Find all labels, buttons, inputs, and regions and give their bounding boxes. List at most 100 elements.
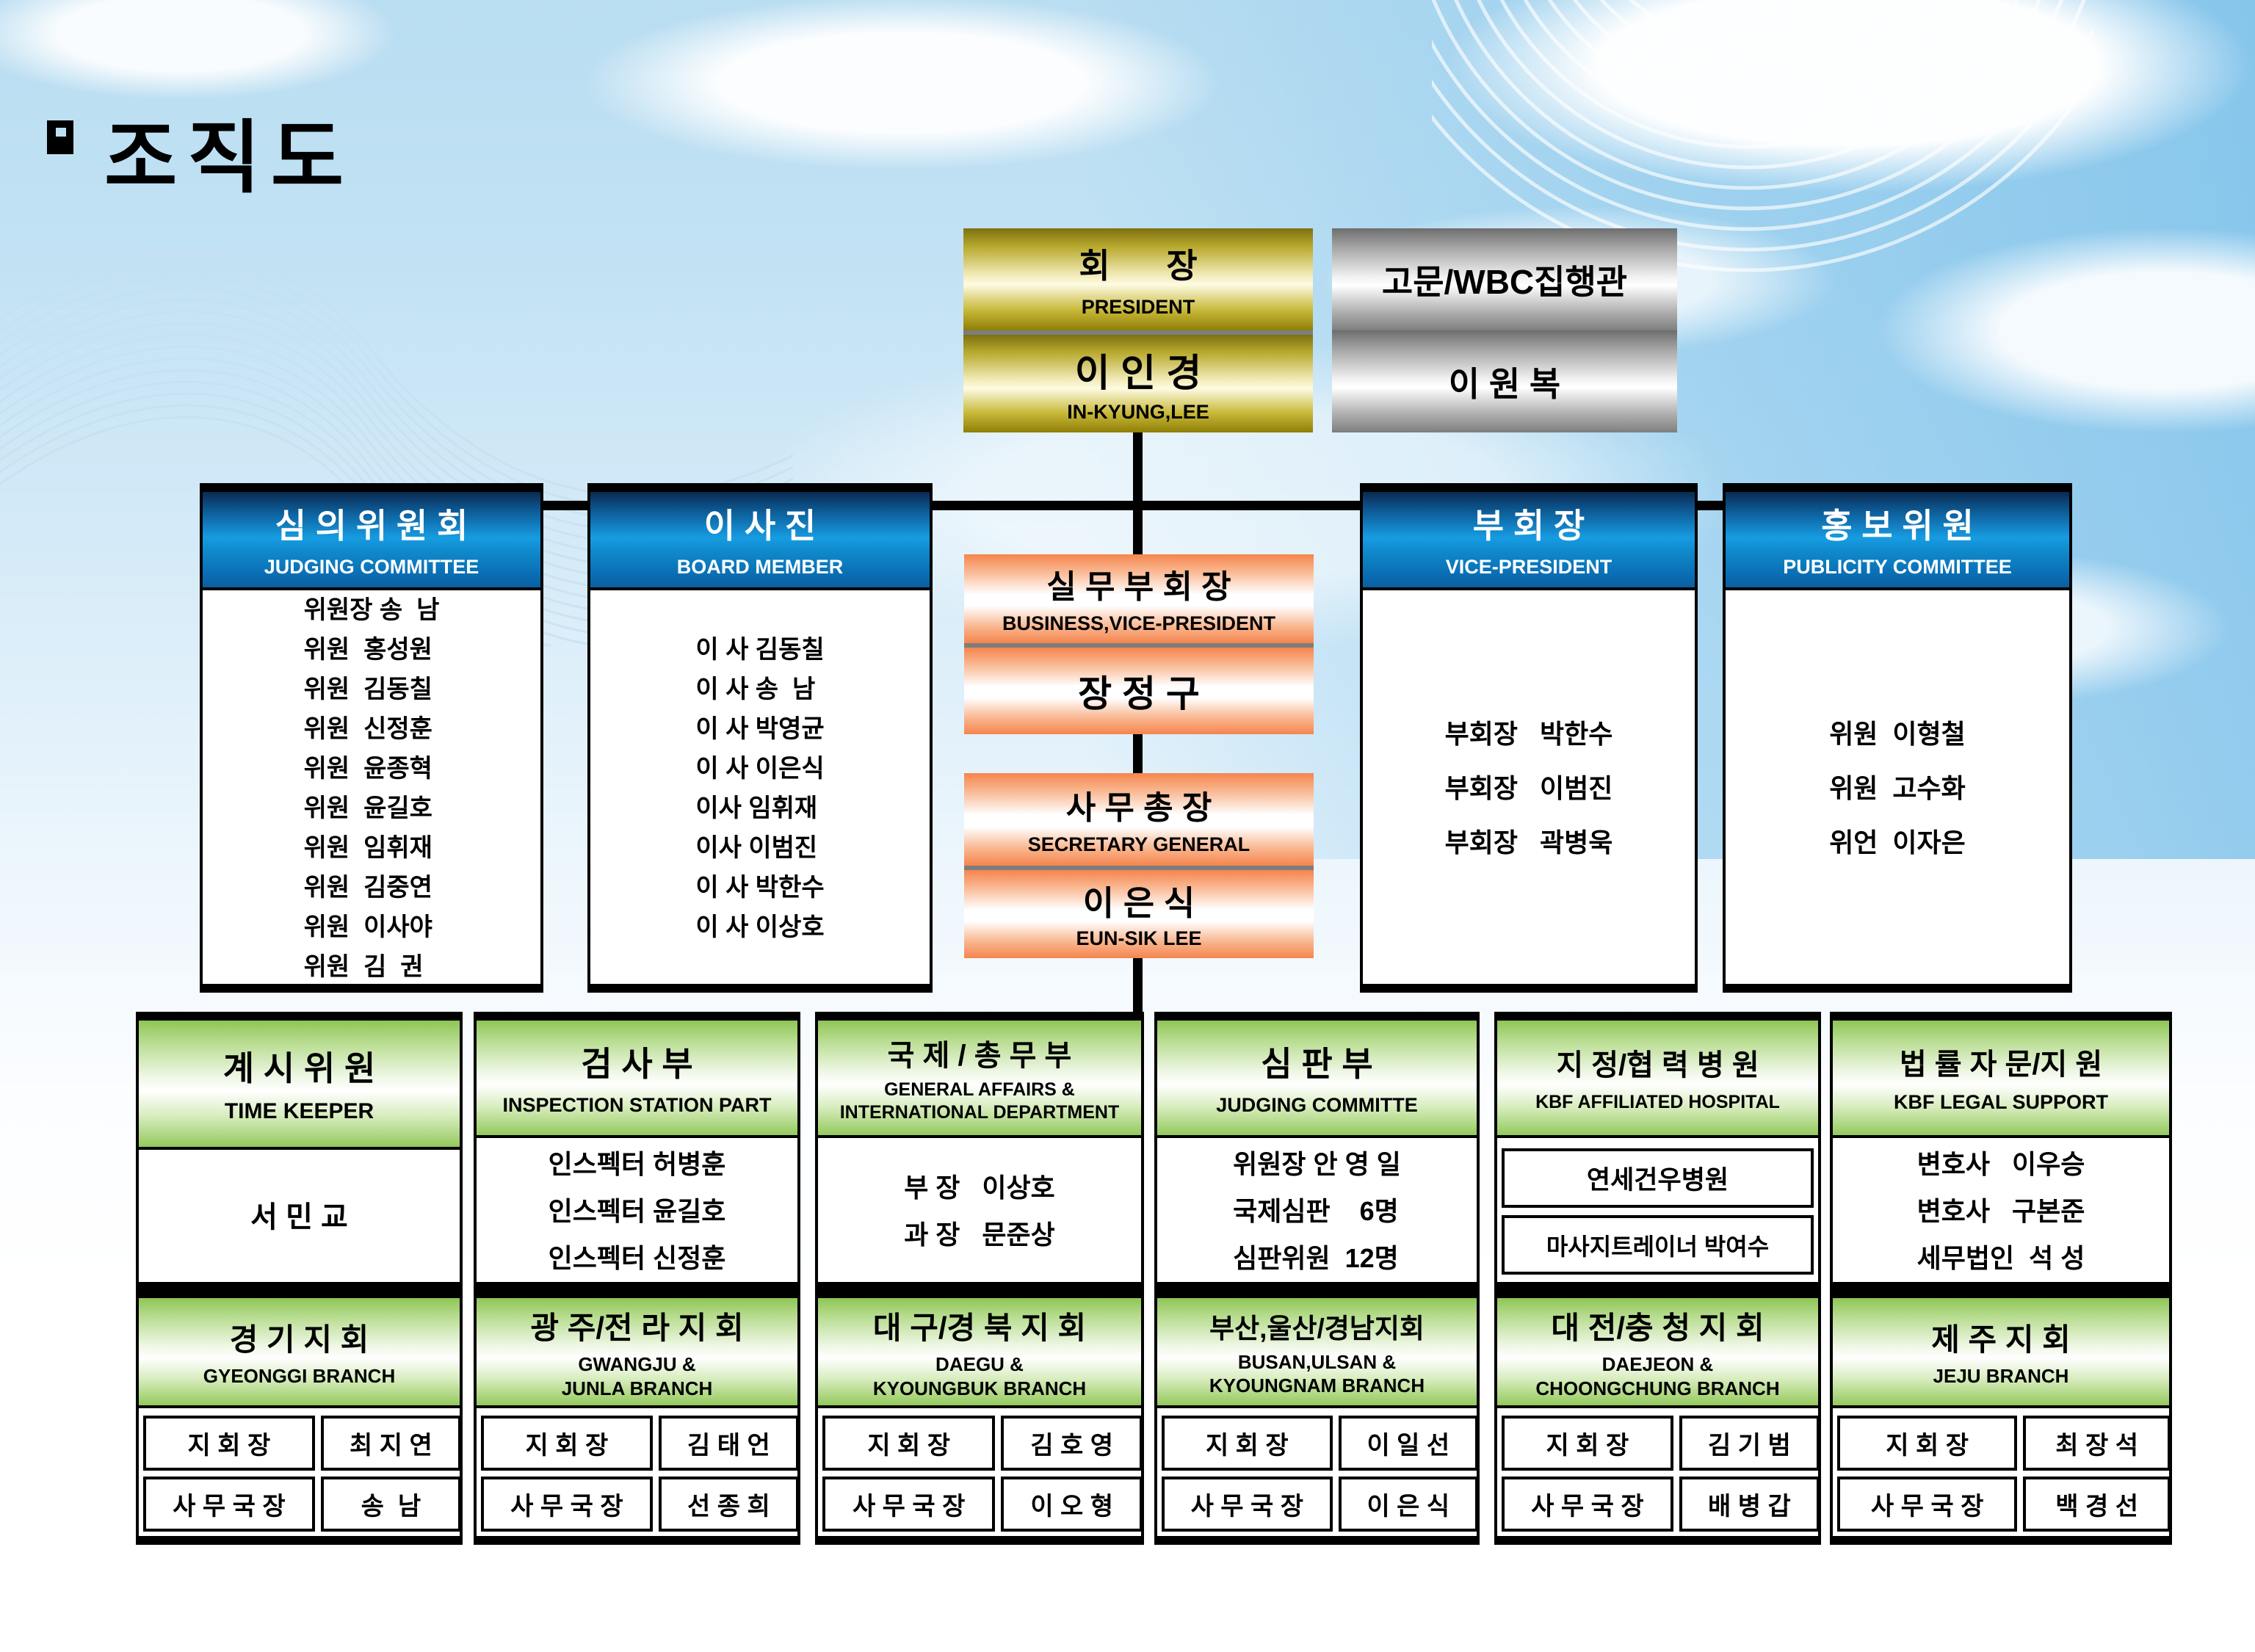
- member-line: 이 사 김동칠: [695, 636, 825, 664]
- member-line: 이 사 박한수: [695, 874, 825, 902]
- branch-role-cell: 지 회 장: [822, 1416, 996, 1471]
- member-line: 위언 이자은: [1829, 827, 1966, 858]
- business-vp-title-ko: 실 무 부 회 장: [1046, 569, 1231, 606]
- time-keeper-title-ko: 계 시 위 원: [222, 1049, 376, 1088]
- member-line: 심판위원 12명: [1233, 1243, 1399, 1273]
- branch-name-cell: 최 장 석: [2023, 1416, 2169, 1471]
- hospital-cell: 마사지트레이너 박여수: [1502, 1215, 1814, 1275]
- branch-role-cell: 사 무 국 장: [481, 1477, 653, 1532]
- general-affairs-box: 국 제 / 총 무 부 GENERAL AFFAIRS & INTERNATIO…: [815, 1018, 1144, 1285]
- member-line: 위원 홍성원: [303, 636, 432, 664]
- business-vp-divider: [964, 642, 1314, 648]
- jeju-branch-box: 제 주 지 회 JEJU BRANCH 지 회 장 최 장 석 사 무 국 장 …: [1830, 1295, 2172, 1539]
- member-line: 세무법인 석 성: [1916, 1243, 2085, 1273]
- member-line: 위원 김 권: [303, 953, 424, 981]
- branch-role-cell: 지 회 장: [1502, 1416, 1673, 1471]
- gyeonggi-branch-title-en: GYEONGGI BRANCH: [203, 1365, 396, 1388]
- advisor-title-cell: 고문/WBC집행관: [1332, 228, 1677, 330]
- affiliated-hospital-box: 지 정/협 력 병 원 KBF AFFILIATED HOSPITAL 연세건우…: [1494, 1018, 1821, 1285]
- member-line: 인스펙터 윤길호: [548, 1196, 726, 1226]
- board-member-title-en: BOARD MEMBER: [676, 556, 844, 579]
- branch-role-cell: 사 무 국 장: [1502, 1477, 1673, 1532]
- member-line: 과 장 문준상: [904, 1220, 1055, 1250]
- inspection-title-ko: 검 사 부: [581, 1045, 693, 1084]
- inspection-header: 검 사 부 INSPECTION STATION PART: [477, 1021, 797, 1138]
- daegu-kyoungbuk-branch-title-en: DAEGU & KYOUNGBUK BRANCH: [872, 1353, 1087, 1399]
- judging-committee-header: 심 의 위 원 회 JUDGING COMMITTEE: [203, 492, 540, 590]
- branch-role-cell: 사 무 국 장: [822, 1477, 996, 1532]
- member-line: 이사 임휘재: [695, 794, 818, 822]
- secretary-general-box: 사 무 총 장 SECRETARY GENERAL 이 은 식 EUN-SIK …: [964, 773, 1314, 958]
- vice-president-box: 부 회 장 VICE-PRESIDENT 부회장 박한수 부회장 이범진 부회장…: [1360, 489, 1698, 987]
- judging-part-box: 심 판 부 JUDGING COMMITTE 위원장 안 영 일 국제심판 6명…: [1154, 1018, 1480, 1285]
- publicity-committee-title-en: PUBLICITY COMMITTEE: [1783, 556, 2012, 579]
- member-line: 부 장 이상호: [904, 1173, 1055, 1203]
- daegu-kyoungbuk-branch-title-ko: 대 구/경 북 지 회: [872, 1311, 1087, 1345]
- secretary-general-divider: [964, 866, 1314, 870]
- busan-ulsan-kyoungnam-branch-title-ko: 부산,울산/경남지회: [1209, 1313, 1425, 1344]
- judging-committee-title-ko: 심 의 위 원 회: [275, 507, 468, 546]
- branch-name-cell: 백 경 선: [2023, 1477, 2169, 1532]
- member-line: 위원 윤길호: [303, 794, 432, 822]
- daejeon-choongchung-branch-box: 대 전/충 청 지 회 DAEJEON & CHOONGCHUNG BRANCH…: [1494, 1295, 1821, 1539]
- president-box: 회 장 PRESIDENT 이 인 경 IN-KYUNG,LEE: [963, 228, 1313, 432]
- member-line: 위원장 송 남: [303, 596, 440, 624]
- time-keeper-box: 계 시 위 원 TIME KEEPER 서 민 교: [136, 1018, 463, 1285]
- vice-president-title-en: VICE-PRESIDENT: [1445, 556, 1612, 579]
- secretary-general-title-ko: 사 무 총 장: [1065, 790, 1212, 827]
- member-line: 이 사 이상호: [695, 913, 825, 941]
- publicity-committee-box: 홍 보 위 원 PUBLICITY COMMITTEE 위원 이형철 위원 고수…: [1723, 489, 2072, 987]
- vice-president-members: 부회장 박한수 부회장 이범진 부회장 곽병욱: [1363, 593, 1695, 984]
- president-name-ko: 이 인 경: [1074, 352, 1202, 396]
- judging-committee-title-en: JUDGING COMMITTEE: [264, 556, 479, 579]
- member-line: 위원 김동칠: [303, 675, 432, 703]
- board-member-header: 이 사 진 BOARD MEMBER: [590, 492, 930, 590]
- branch-name-cell: 김 태 언: [658, 1416, 797, 1471]
- vice-president-header: 부 회 장 VICE-PRESIDENT: [1363, 492, 1695, 590]
- judging-part-body: 위원장 안 영 일 국제심판 6명 심판위원 12명: [1157, 1141, 1477, 1282]
- member-line: 변호사 이우승: [1916, 1149, 2085, 1179]
- member-line: 이사 이범진: [695, 834, 818, 862]
- gyeonggi-branch-title-ko: 경 기 지 회: [229, 1322, 369, 1358]
- gyeonggi-branch-table: 지 회 장 최 지 연 사 무 국 장 송 남: [139, 1411, 460, 1536]
- jeju-branch-title-en: JEJU BRANCH: [1933, 1365, 2069, 1388]
- member-line: 국제심판 6명: [1233, 1196, 1399, 1226]
- daejeon-choongchung-branch-header: 대 전/충 청 지 회 DAEJEON & CHOONGCHUNG BRANCH: [1497, 1298, 1818, 1408]
- hospital-cell: 연세건우병원: [1502, 1148, 1814, 1208]
- jeju-branch-title-ko: 제 주 지 회: [1931, 1322, 2071, 1358]
- business-vp-name-ko: 장 정 구: [1078, 673, 1200, 714]
- judging-committee-box: 심 의 위 원 회 JUDGING COMMITTEE 위원장 송 남 위원 홍…: [200, 489, 543, 987]
- member-line: 부회장 박한수: [1444, 719, 1613, 749]
- affiliated-hospital-title-ko: 지 정/협 력 병 원: [1556, 1049, 1759, 1082]
- legal-support-title-ko: 법 률 자 문/지 원: [1899, 1048, 2103, 1082]
- gyeonggi-branch-box: 경 기 지 회 GYEONGGI BRANCH 지 회 장 최 지 연 사 무 …: [136, 1295, 463, 1539]
- busan-ulsan-kyoungnam-branch-title-en: BUSAN,ULSAN & KYOUNGNAM BRANCH: [1209, 1350, 1425, 1397]
- branch-role-cell: 지 회 장: [481, 1416, 653, 1471]
- branch-role-cell: 지 회 장: [143, 1416, 315, 1471]
- general-affairs-title-ko: 국 제 / 총 무 부: [887, 1039, 1072, 1072]
- connector-sg-down: [1133, 954, 1143, 1021]
- member-line: 위원 신정훈: [303, 715, 432, 743]
- time-keeper-title-en: TIME KEEPER: [224, 1099, 374, 1124]
- publicity-committee-header: 홍 보 위 원 PUBLICITY COMMITTEE: [1726, 492, 2069, 590]
- daegu-kyoungbuk-branch-header: 대 구/경 북 지 회 DAEGU & KYOUNGBUK BRANCH: [818, 1298, 1141, 1408]
- board-member-box: 이 사 진 BOARD MEMBER 이 사 김동칠 이 사 송 남 이 사 박…: [587, 489, 933, 987]
- president-title-en: PRESIDENT: [1081, 295, 1195, 318]
- secretary-general-name-ko: 이 은 식: [1082, 884, 1195, 923]
- branch-name-cell: 김 호 영: [1001, 1416, 1141, 1471]
- busan-ulsan-kyoungnam-branch-box: 부산,울산/경남지회 BUSAN,ULSAN & KYOUNGNAM BRANC…: [1154, 1295, 1480, 1539]
- busan-ulsan-kyoungnam-branch-header: 부산,울산/경남지회 BUSAN,ULSAN & KYOUNGNAM BRANC…: [1157, 1298, 1477, 1408]
- time-keeper-body: 서 민 교: [139, 1153, 460, 1282]
- jeju-branch-table: 지 회 장 최 장 석 사 무 국 장 백 경 선: [1833, 1411, 2169, 1536]
- vice-president-title-ko: 부 회 장: [1472, 507, 1585, 546]
- member-line: 인스펙터 신정훈: [548, 1243, 726, 1273]
- member-line: 부회장 이범진: [1444, 773, 1613, 803]
- daegu-kyoungbuk-branch-table: 지 회 장 김 호 영 사 무 국 장 이 오 형: [818, 1411, 1141, 1536]
- inspection-body: 인스펙터 허병훈 인스펙터 윤길호 인스펙터 신정훈: [477, 1141, 797, 1282]
- business-vp-name-cell: 장 정 구: [964, 647, 1314, 734]
- daejeon-choongchung-branch-title-en: DAEJEON & CHOONGCHUNG BRANCH: [1535, 1353, 1780, 1399]
- secretary-general-name-cell: 이 은 식 EUN-SIK LEE: [964, 870, 1314, 958]
- publicity-committee-members: 위원 이형철 위원 고수화 위언 이자은: [1726, 593, 2069, 984]
- daegu-kyoungbuk-branch-box: 대 구/경 북 지 회 DAEGU & KYOUNGBUK BRANCH 지 회…: [815, 1295, 1144, 1539]
